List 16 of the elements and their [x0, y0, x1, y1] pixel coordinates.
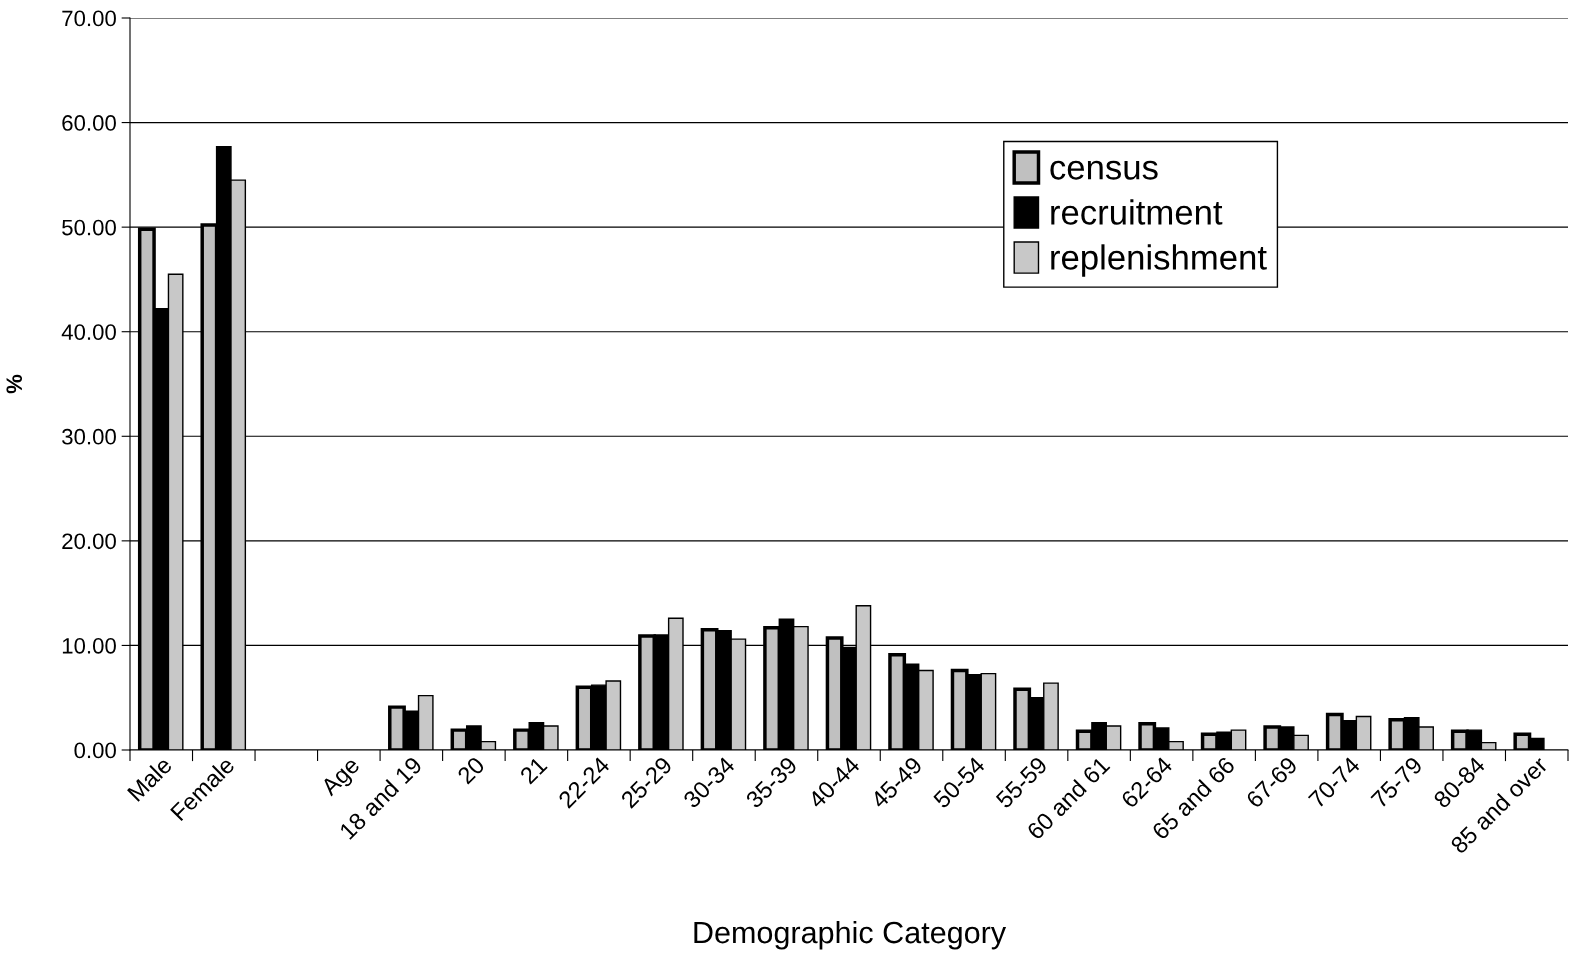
- y-tick-label: 60.00: [62, 115, 116, 131]
- x-tick-label: 20: [456, 755, 486, 785]
- y-tick-label: 0.00: [74, 742, 116, 759]
- legend-label: recruitment: [1051, 199, 1223, 225]
- y-tick-label: 20.00: [62, 533, 116, 550]
- x-tick-label: Age: [319, 756, 364, 800]
- y-tick-label: 50.00: [62, 219, 116, 236]
- y-tick-label: 70.00: [62, 10, 116, 27]
- x-tick-label: 21: [519, 755, 548, 785]
- legend-label: census: [1050, 160, 1158, 180]
- y-tick-label: 30.00: [62, 428, 116, 445]
- legend-label: replenishment: [1051, 244, 1267, 277]
- x-axis-title: Demographic Category: [694, 920, 1007, 950]
- y-tick-label: 10.00: [62, 637, 116, 654]
- y-axis-title: %: [6, 374, 23, 394]
- y-tick-label: 40.00: [61, 324, 116, 340]
